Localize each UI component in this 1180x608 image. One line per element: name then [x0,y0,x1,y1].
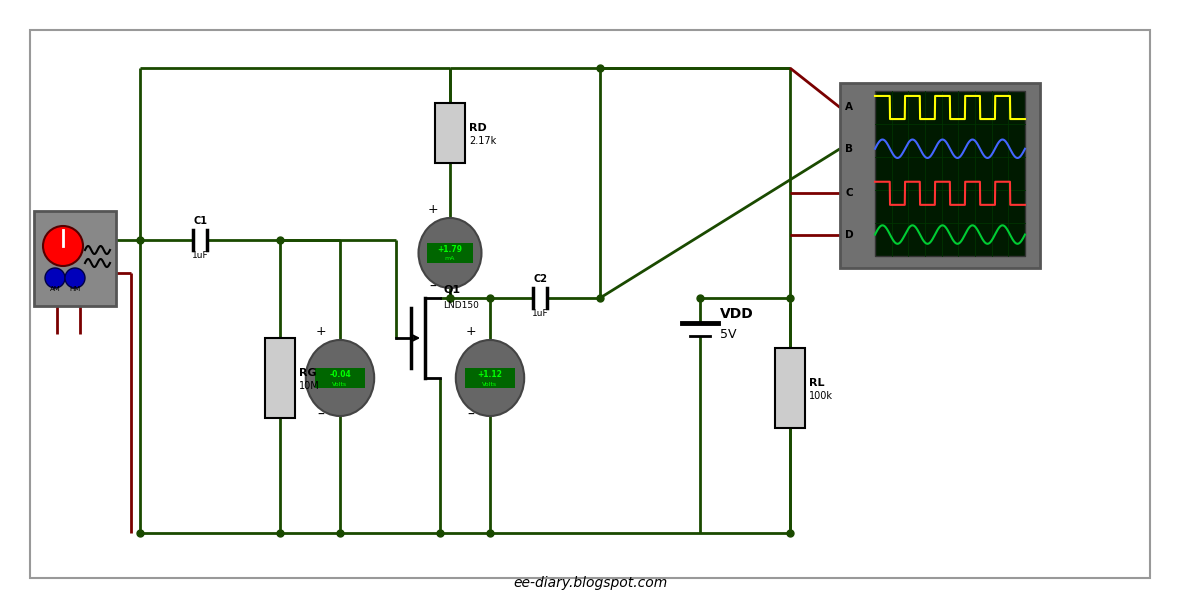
Circle shape [42,226,83,266]
Text: +1.12: +1.12 [478,370,503,379]
Text: Volts: Volts [333,382,348,387]
Bar [34,210,116,305]
Text: RD: RD [468,123,486,133]
Text: RL: RL [809,378,825,388]
Text: –: – [430,280,435,294]
Text: –: – [467,408,474,422]
Text: 2.17k: 2.17k [468,136,497,146]
Text: +1.79: +1.79 [438,245,463,254]
Text: D: D [845,230,853,240]
Text: +: + [316,325,327,338]
Text: A: A [845,103,853,112]
Bar [775,348,805,428]
Bar [435,103,465,163]
Text: +: + [427,203,438,216]
Bar [840,83,1040,268]
Text: 1uF: 1uF [532,309,549,318]
Text: AM: AM [50,286,60,292]
Text: Volts: Volts [483,382,498,387]
Text: VDD: VDD [720,307,754,321]
Text: +: + [466,325,477,338]
Text: 100k: 100k [809,391,833,401]
Text: mA: mA [445,257,455,261]
Text: ee-diary.blogspot.com: ee-diary.blogspot.com [513,576,667,590]
Text: C: C [845,188,853,198]
Text: HM: HM [70,286,80,292]
Ellipse shape [306,340,374,416]
Bar [266,338,295,418]
Circle shape [65,268,85,288]
Text: 5V: 5V [720,328,736,341]
Text: C2: C2 [533,274,548,284]
Bar [315,368,365,389]
Text: RG: RG [299,368,316,378]
Bar [876,91,1025,256]
Bar [427,243,473,263]
Text: B: B [845,143,853,154]
Bar [465,368,514,389]
Text: 10M: 10M [299,381,320,391]
Text: LND150: LND150 [442,301,479,310]
Text: Q1: Q1 [442,285,460,295]
Ellipse shape [419,218,481,288]
Ellipse shape [455,340,524,416]
Text: -0.04: -0.04 [329,370,350,379]
Text: C1: C1 [194,216,206,226]
Text: 1uF: 1uF [191,251,209,260]
Circle shape [45,268,65,288]
Text: –: – [317,408,324,422]
